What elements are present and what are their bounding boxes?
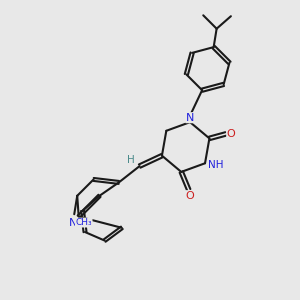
Text: H: H [128, 154, 135, 164]
Text: N: N [186, 113, 194, 123]
Text: NH: NH [208, 160, 223, 170]
Text: O: O [186, 191, 195, 201]
Text: N: N [69, 218, 77, 227]
Text: CH₃: CH₃ [75, 218, 92, 227]
Text: O: O [227, 129, 236, 139]
